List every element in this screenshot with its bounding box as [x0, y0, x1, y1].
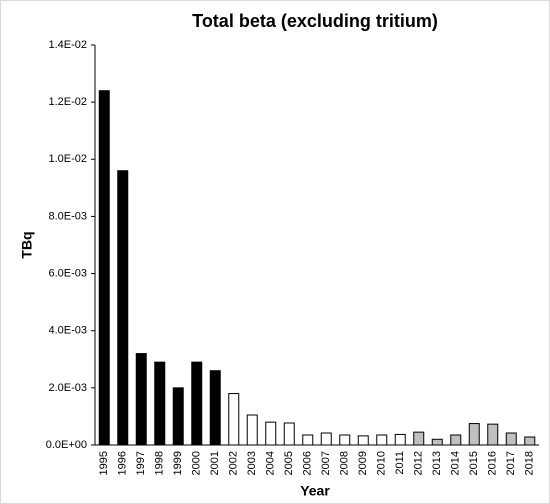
- x-tick-label: 1995: [98, 451, 110, 475]
- bar: [172, 387, 184, 446]
- x-tick-label: 1997: [135, 451, 147, 475]
- x-tick-label: 2005: [283, 451, 295, 475]
- x-tick-label: 2003: [246, 451, 258, 475]
- y-tick-label: 1.0E-02: [48, 153, 87, 165]
- bar: [413, 431, 425, 446]
- bar: [98, 90, 110, 446]
- x-tick-label: 2013: [431, 451, 443, 475]
- y-tick-label: 4.0E-03: [48, 325, 87, 337]
- x-tick-label: 2014: [450, 451, 462, 475]
- bar: [376, 434, 388, 446]
- y-tick-label: 1.4E-02: [48, 39, 87, 51]
- x-tick-label: 2015: [468, 451, 480, 475]
- y-tick-label: 1.2E-02: [48, 96, 87, 108]
- y-tick-label: 0.0E+00: [46, 439, 87, 451]
- bar: [524, 436, 536, 446]
- bar: [154, 361, 166, 446]
- bar: [228, 393, 240, 446]
- y-axis-title: TBq: [19, 231, 35, 258]
- x-tick-label: 2010: [376, 451, 388, 475]
- x-tick-label: 2008: [339, 451, 351, 475]
- bar: [431, 438, 443, 446]
- bar: [357, 435, 369, 446]
- bar: [450, 434, 462, 446]
- x-tick-label: 1999: [172, 451, 184, 475]
- x-tick-label: 2009: [357, 451, 369, 475]
- x-axis-title: Year: [300, 483, 330, 499]
- x-tick-label: 2011: [394, 451, 406, 475]
- x-tick-label: 2001: [209, 451, 221, 475]
- x-tick-label: 2006: [302, 451, 314, 475]
- bar: [209, 370, 221, 446]
- x-tick-label: 2016: [487, 451, 499, 475]
- bar: [302, 434, 314, 446]
- x-tick-label: 2002: [228, 451, 240, 475]
- chart-title: Total beta (excluding tritium): [192, 11, 438, 31]
- bar: [191, 361, 203, 446]
- bar: [283, 422, 295, 446]
- bar: [117, 170, 129, 446]
- x-tick-label: 1998: [154, 451, 166, 475]
- x-tick-label: 2012: [413, 451, 425, 475]
- bar: [505, 432, 517, 446]
- x-tick-label: 2004: [265, 451, 277, 475]
- bar: [339, 434, 351, 446]
- y-tick-label: 8.0E-03: [48, 210, 87, 222]
- bar: [320, 432, 332, 446]
- x-tick-label: 2017: [505, 451, 517, 475]
- bar: [394, 433, 406, 446]
- bar: [487, 423, 499, 446]
- y-tick-label: 2.0E-03: [48, 382, 87, 394]
- bar: [265, 421, 277, 446]
- x-tick-label: 2018: [524, 451, 536, 475]
- bar: [135, 353, 147, 446]
- y-tick-label: 6.0E-03: [48, 267, 87, 279]
- x-tick-label: 1996: [117, 451, 129, 475]
- x-tick-label: 2000: [191, 451, 203, 475]
- bar: [468, 423, 480, 446]
- bar: [246, 414, 258, 446]
- x-tick-label: 2007: [320, 451, 332, 475]
